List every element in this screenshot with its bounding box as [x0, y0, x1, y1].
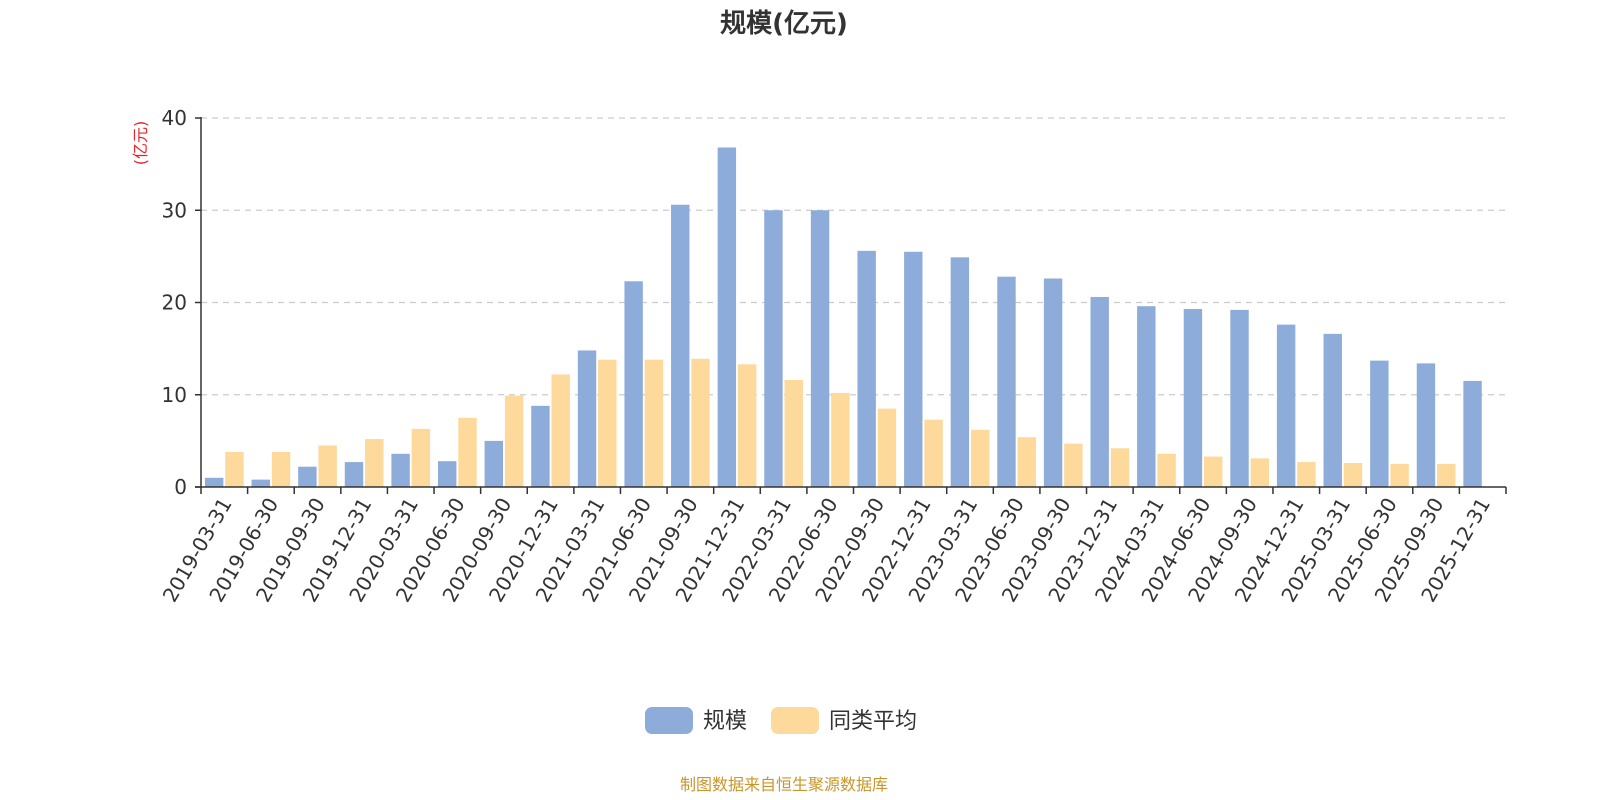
bar-scale: [1137, 306, 1156, 487]
source-note: 制图数据来自恒生聚源数据库: [680, 775, 888, 794]
bar-scale: [810, 210, 830, 487]
bar-scale: [577, 350, 597, 487]
chart-title: 规模(亿元): [720, 9, 848, 39]
bar-peer-average: [1110, 448, 1130, 487]
axes: 0 10 20 30 40: [162, 106, 1507, 499]
bar-peer-average: [877, 408, 897, 487]
bar-peer-average: [365, 439, 384, 487]
bar-peer-average: [411, 428, 431, 487]
bar-scale: [391, 453, 410, 487]
bar-scale: [437, 461, 457, 487]
bar-scale: [1323, 333, 1342, 487]
y-axis-tick-label: 10: [162, 383, 187, 407]
bar-scale: [997, 276, 1016, 487]
bar-peer-average: [1250, 458, 1270, 487]
y-axis-tick-label: 0: [174, 475, 187, 499]
bar-peer-average: [551, 374, 570, 487]
bar-scale: [764, 210, 783, 487]
bar-peer-average: [1437, 463, 1456, 487]
bar-peer-average: [1157, 453, 1176, 487]
bar-scale: [251, 479, 270, 487]
gridlines: [201, 117, 1506, 396]
bar-peer-average: [504, 395, 524, 487]
legend-label: 同类平均: [829, 709, 917, 734]
bar-scale: [1416, 363, 1436, 487]
bars: [204, 147, 1482, 487]
x-axis-tick-labels: 2019-03-312019-06-302019-09-302019-12-31…: [158, 494, 1495, 607]
bar-scale: [1370, 360, 1389, 487]
bar-scale: [484, 440, 504, 487]
legend-swatch: [771, 707, 819, 734]
bar-scale: [298, 466, 317, 487]
bar-scale: [717, 147, 737, 487]
bar-peer-average: [970, 429, 990, 487]
bar-peer-average: [598, 359, 617, 487]
bar-peer-average: [1203, 456, 1223, 487]
bar-peer-average: [737, 364, 757, 487]
bar-peer-average: [271, 451, 291, 487]
bar-scale: [857, 250, 876, 487]
bar-scale: [1090, 296, 1109, 487]
y-axis-unit-label: (亿元): [131, 121, 150, 166]
bar-peer-average: [1343, 463, 1363, 487]
bar-scale: [1463, 380, 1482, 487]
bar-peer-average: [1064, 443, 1083, 487]
bar-scale: [204, 477, 224, 487]
y-axis-tick-label: 40: [162, 106, 187, 130]
bar-scale: [671, 204, 690, 487]
bar-peer-average: [644, 359, 664, 487]
bar-scale: [1183, 308, 1203, 487]
bar-peer-average: [784, 379, 803, 487]
bar-scale: [344, 462, 364, 487]
bar-peer-average: [691, 358, 710, 487]
bar-scale: [531, 405, 550, 487]
legend-swatch: [645, 707, 693, 734]
bar-peer-average: [1390, 463, 1409, 487]
bar-peer-average: [831, 392, 850, 487]
bar-peer-average: [458, 417, 477, 487]
bar-peer-average: [1017, 437, 1036, 487]
bar-peer-average: [225, 451, 244, 487]
bar-peer-average: [1297, 462, 1316, 487]
y-axis-tick-label: 30: [162, 198, 187, 222]
bar-scale: [624, 281, 643, 487]
bar-scale: [1043, 278, 1063, 487]
y-axis-tick-label: 20: [162, 291, 187, 315]
legend: 规模 同类平均: [645, 707, 917, 734]
bar-scale: [1230, 309, 1249, 487]
legend-label: 规模: [703, 709, 747, 734]
bar-peer-average: [318, 445, 337, 487]
bar-scale: [1276, 324, 1296, 487]
bar-peer-average: [924, 419, 943, 487]
bar-scale: [904, 251, 923, 487]
bar-scale: [950, 257, 970, 487]
